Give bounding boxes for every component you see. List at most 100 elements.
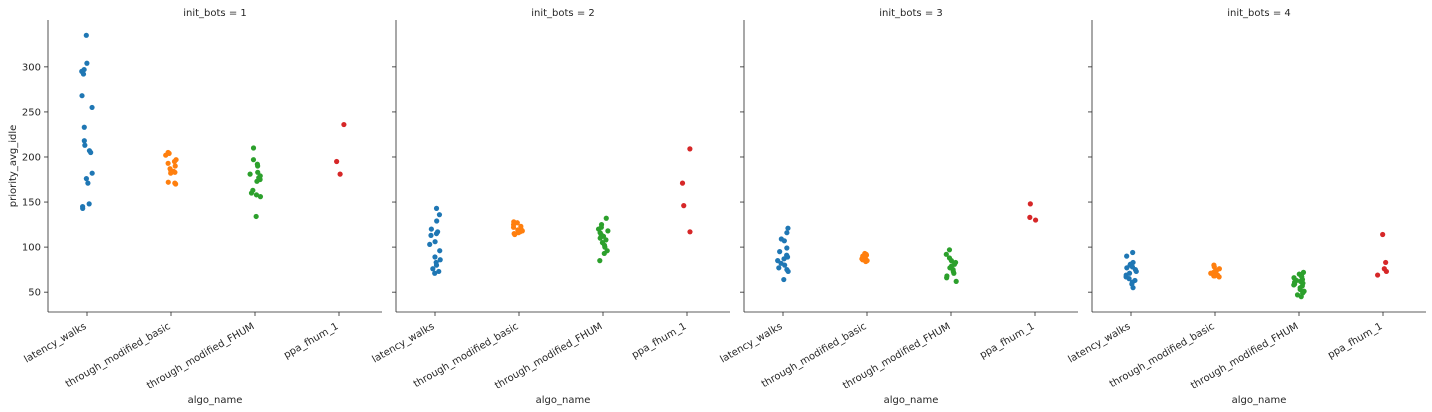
data-point xyxy=(597,258,603,264)
data-point xyxy=(89,170,95,176)
data-point xyxy=(255,169,261,175)
x-tick-label: ppa_fhum_1 xyxy=(978,321,1036,361)
data-point xyxy=(433,230,440,237)
data-point xyxy=(88,149,94,156)
data-point xyxy=(81,138,87,144)
facet-title: init_bots = 2 xyxy=(531,8,595,19)
data-point xyxy=(1133,268,1139,275)
data-point xyxy=(603,215,609,221)
data-point xyxy=(784,230,790,236)
y-tick-label: 50 xyxy=(28,288,41,299)
data-point xyxy=(430,266,436,272)
data-point xyxy=(948,258,955,264)
data-point xyxy=(89,104,95,111)
data-point xyxy=(1375,272,1381,278)
data-point xyxy=(255,163,261,169)
data-point xyxy=(83,176,89,182)
data-point xyxy=(1130,285,1136,291)
x-tick-label: ppa_fhum_1 xyxy=(630,321,688,361)
x-axis-label: algo_name xyxy=(884,395,939,406)
data-point xyxy=(257,194,264,200)
data-point xyxy=(437,257,443,263)
facet-title: init_bots = 1 xyxy=(183,8,247,19)
data-point xyxy=(785,225,791,231)
data-point xyxy=(85,180,91,186)
data-point xyxy=(863,258,869,265)
facet-panel-2: init_bots = 2latency_walksthrough_modifi… xyxy=(371,8,730,406)
x-tick-label: latency_walks xyxy=(719,321,785,365)
data-point xyxy=(434,218,440,224)
data-point xyxy=(1027,201,1033,207)
data-point xyxy=(781,238,787,244)
data-point xyxy=(432,254,438,260)
data-point xyxy=(168,170,174,176)
data-point xyxy=(436,268,442,275)
data-point xyxy=(1383,268,1389,275)
data-point xyxy=(171,158,178,165)
data-point xyxy=(512,231,518,238)
y-tick-label: 150 xyxy=(22,198,41,209)
data-point xyxy=(165,179,171,185)
data-point xyxy=(681,203,687,209)
data-point xyxy=(1212,273,1218,279)
data-point xyxy=(943,251,949,257)
data-point xyxy=(1126,276,1132,282)
data-point xyxy=(82,142,88,148)
data-point xyxy=(781,276,787,283)
x-tick-label: latency_walks xyxy=(23,321,89,365)
facet-panel-1: init_bots = 1 50 100 150 200 250 300 latency_wa… xyxy=(22,8,382,406)
data-point xyxy=(1130,249,1136,256)
data-point xyxy=(172,163,178,169)
data-point xyxy=(433,205,440,211)
data-point xyxy=(781,256,787,262)
data-point xyxy=(510,224,517,230)
x-tick-label: ppa_fhum_1 xyxy=(282,321,340,361)
y-tick-label: 250 xyxy=(22,107,41,118)
x-axis-label: algo_name xyxy=(536,395,591,406)
data-point xyxy=(1380,231,1386,238)
x-axis-label: algo_name xyxy=(188,395,243,406)
data-point xyxy=(1124,265,1130,271)
data-point xyxy=(80,205,86,211)
data-point xyxy=(784,245,790,251)
data-point xyxy=(1027,214,1033,220)
data-point xyxy=(1291,282,1297,288)
data-point xyxy=(334,158,340,165)
data-point xyxy=(777,249,783,255)
data-point xyxy=(248,190,255,196)
data-point xyxy=(84,60,90,66)
x-tick-label: latency_walks xyxy=(1067,321,1133,365)
data-point xyxy=(433,262,440,268)
y-axis-label: priority_avg_idle xyxy=(8,125,19,208)
data-point xyxy=(79,93,85,99)
data-point xyxy=(946,247,953,253)
x-tick-label: ppa_fhum_1 xyxy=(1326,321,1384,361)
data-point xyxy=(1298,294,1304,300)
data-point xyxy=(250,145,257,151)
data-point xyxy=(1032,217,1039,223)
data-point xyxy=(428,226,434,232)
data-point xyxy=(776,265,782,271)
x-tick-label: latency_walks xyxy=(371,321,437,365)
data-point xyxy=(687,146,693,152)
data-point xyxy=(253,192,260,198)
data-point xyxy=(785,268,791,275)
data-point xyxy=(601,250,607,257)
y-tick-label: 100 xyxy=(22,243,41,254)
data-point xyxy=(173,181,179,187)
data-point xyxy=(172,169,178,175)
data-point xyxy=(80,71,87,77)
data-point xyxy=(953,278,959,284)
data-point xyxy=(1383,259,1389,266)
data-point xyxy=(86,201,92,207)
data-point xyxy=(944,275,950,281)
facet-panel-3: init_bots = 3latency_walksthrough_modifi… xyxy=(719,8,1078,406)
data-point xyxy=(605,228,611,234)
data-point xyxy=(254,178,260,184)
data-point xyxy=(250,157,257,163)
data-point xyxy=(163,152,169,158)
data-point xyxy=(83,32,89,38)
facet-title: init_bots = 4 xyxy=(1227,8,1291,19)
data-point xyxy=(436,212,443,218)
